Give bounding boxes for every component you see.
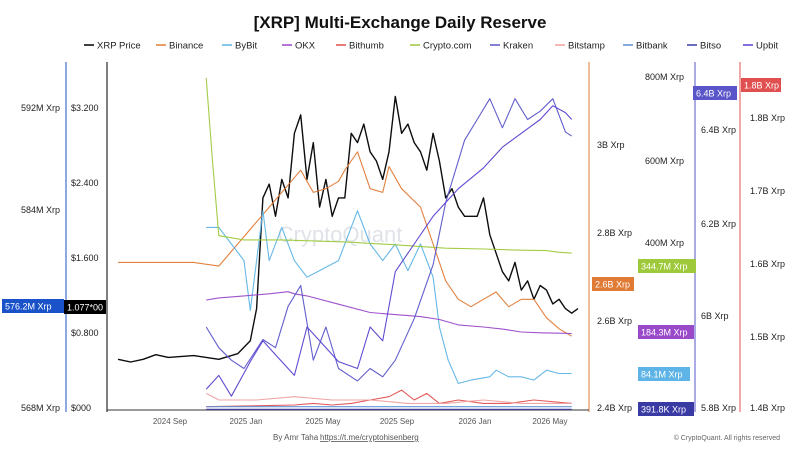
badge-cryptocom-text: 344.7M Xrp <box>641 262 688 272</box>
legend-item: Bitbank <box>623 41 668 52</box>
left-xrp-tick-label: 568M Xrp <box>21 403 60 413</box>
binance-tick-label: 2.4B Xrp <box>597 403 632 413</box>
left-xrp-tick-label: 584M Xrp <box>21 205 60 215</box>
legend-label: Bithumb <box>349 41 384 52</box>
kraken-tick-label: 6B Xrp <box>701 311 729 321</box>
binance-tick-label: 3B Xrp <box>597 140 625 150</box>
badge-bitso-text: 391.8K Xrp <box>641 405 686 415</box>
series-line-crypto-com <box>205 77 572 254</box>
badge-left-xrp-text: 576.2M Xrp <box>5 302 52 312</box>
chart-title: [XRP] Multi-Exchange Daily Reserve <box>254 13 547 32</box>
badge-left-xrp-bg <box>2 299 64 313</box>
legend-item: Binance <box>156 41 203 52</box>
legend-label: OKX <box>295 41 316 52</box>
cryptocom-tick-label: 600M Xrp <box>645 156 684 166</box>
kraken-tick-label: 6.2B Xrp <box>701 219 736 229</box>
legend-label: Bitso <box>700 41 721 52</box>
series-line-bitstamp <box>205 392 572 404</box>
footer-author: By Amr Taha <box>273 433 319 442</box>
badge-binance-bg <box>592 277 634 291</box>
series-line-upbit <box>205 105 573 397</box>
badge-upbit: 1.8B Xrp <box>741 78 781 92</box>
badge-binance: 2.6B Xrp <box>592 277 634 291</box>
price-tick-label: $3.200 <box>71 103 99 113</box>
legend-label: XRP Price <box>97 41 141 52</box>
kraken-tick-label: 6.4B Xrp <box>701 125 736 135</box>
x-tick-label: 2025 Sep <box>380 417 415 426</box>
price-tick-label: $2.400 <box>71 178 99 188</box>
legend-item: Crypto.com <box>410 41 472 52</box>
legend-item: Bitso <box>687 41 721 52</box>
legend-label: Crypto.com <box>423 41 472 52</box>
legend: XRP Price Binance ByBit OKX Bithumb Crypto.co… <box>84 41 779 52</box>
upbit-tick-label: 1.8B Xrp <box>750 113 785 123</box>
legend-item: Upbit <box>743 41 779 52</box>
legend-item: XRP Price <box>84 41 141 52</box>
x-tick-label: 2025 Jan <box>230 417 263 426</box>
kraken-tick-label: 5.8B Xrp <box>701 403 736 413</box>
badge-price: 1.077*00 <box>64 300 106 314</box>
badge-upbit-bg <box>741 78 781 92</box>
upbit-tick-label: 1.5B Xrp <box>750 332 785 342</box>
badge-price-bg <box>64 300 106 314</box>
badge-bitso: 391.8K Xrp <box>638 402 694 416</box>
price-tick-label: $0.800 <box>71 328 99 338</box>
series-layer <box>117 77 579 410</box>
x-tick-label: 2024 Sep <box>153 417 188 426</box>
legend-item: Bithumb <box>336 41 384 52</box>
badge-okx: 184.3M Xrp <box>638 325 694 339</box>
badge-bitso-bg <box>638 402 694 416</box>
badge-kraken-text: 6.4B Xrp <box>696 89 731 99</box>
series-line-xrp-price <box>117 95 579 363</box>
legend-item: OKX <box>282 41 316 52</box>
upbit-tick-label: 1.4B Xrp <box>750 403 785 413</box>
footer-link[interactable]: https://t.me/cryptohisenberg <box>320 433 419 442</box>
badge-kraken: 6.4B Xrp <box>693 86 737 100</box>
series-line-okx <box>206 291 572 335</box>
legend-label: Binance <box>169 41 203 52</box>
value-badges: 576.2M Xrp 1.077*00 2.6B Xrp 344.7M Xrp 184.… <box>2 78 781 416</box>
series-line-bybit <box>206 210 572 384</box>
legend-item: Bitstamp <box>555 41 605 52</box>
watermark: CryptoQuant <box>278 222 403 247</box>
badge-kraken-bg <box>693 86 737 100</box>
badge-bybit: 84.1M Xrp <box>638 367 690 381</box>
series-line-kraken <box>205 98 573 382</box>
badge-cryptocom: 344.7M Xrp <box>638 259 696 273</box>
badge-upbit-text: 1.8B Xrp <box>744 81 779 91</box>
x-tick-label: 2025 May <box>305 417 340 426</box>
legend-label: ByBit <box>235 41 258 52</box>
badge-okx-bg <box>638 325 694 339</box>
price-tick-label: $000 <box>71 403 91 413</box>
legend-label: Upbit <box>756 41 779 52</box>
cryptocom-tick-label: 800M Xrp <box>645 72 684 82</box>
x-tick-label: 2026 Jan <box>459 417 492 426</box>
badge-cryptocom-bg <box>638 259 696 273</box>
legend-label: Kraken <box>503 41 533 52</box>
legend-label: Bitbank <box>636 41 668 52</box>
binance-tick-label: 2.6B Xrp <box>597 316 632 326</box>
series-line-bithumb <box>206 389 572 408</box>
legend-item: Kraken <box>490 41 533 52</box>
left-xrp-tick-label: 592M Xrp <box>21 103 60 113</box>
badge-bybit-bg <box>638 367 690 381</box>
badge-binance-text: 2.6B Xrp <box>595 280 630 290</box>
badge-bybit-text: 84.1M Xrp <box>641 370 683 380</box>
series-line-binance <box>118 151 572 337</box>
footer-credit: © CryptoQuant. All rights reserved <box>674 434 780 442</box>
upbit-tick-label: 1.7B Xrp <box>750 186 785 196</box>
badge-okx-text: 184.3M Xrp <box>641 328 688 338</box>
axes: 2024 Sep 2025 Jan 2025 May 2025 Sep 2026 Jan… <box>21 62 785 426</box>
badge-left-xrp: 576.2M Xrp <box>2 299 64 313</box>
legend-label: Bitstamp <box>568 41 605 52</box>
cryptocom-tick-label: 400M Xrp <box>645 238 684 248</box>
badge-price-text: 1.077*00 <box>67 303 103 313</box>
binance-tick-label: 2.8B Xrp <box>597 228 632 238</box>
x-tick-label: 2026 May <box>532 417 567 426</box>
price-tick-label: $1.600 <box>71 253 99 263</box>
legend-item: ByBit <box>222 41 258 52</box>
upbit-tick-label: 1.6B Xrp <box>750 259 785 269</box>
